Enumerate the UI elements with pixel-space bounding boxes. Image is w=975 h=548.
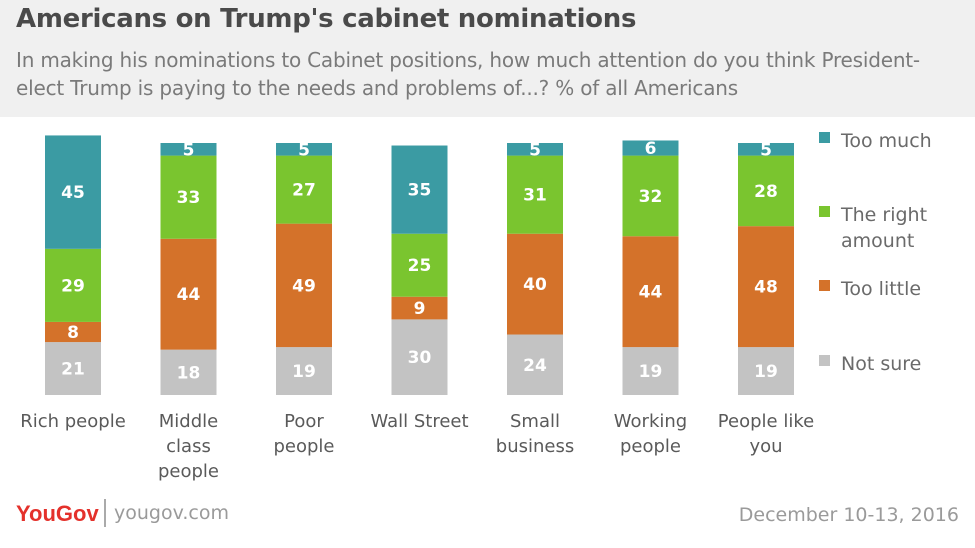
legend-label: Too little (840, 278, 921, 300)
bar-segment (160, 155, 217, 239)
bar-segment (45, 248, 101, 322)
data-label: 5 (529, 140, 541, 160)
category-label: Working (614, 411, 687, 432)
data-label: 8 (67, 323, 79, 343)
data-label: 44 (177, 285, 201, 305)
bar-segment (622, 347, 679, 395)
footer-site: yougov.com (114, 502, 229, 524)
data-label: 27 (292, 181, 316, 201)
category-label: business (496, 436, 574, 457)
legend-swatch (819, 206, 830, 217)
footer-date: December 10-13, 2016 (738, 504, 959, 526)
bar-segment (738, 155, 794, 227)
data-label: 18 (177, 363, 201, 383)
data-label: 35 (408, 181, 432, 201)
bar-segment (391, 233, 448, 297)
chart-title: Americans on Trump's cabinet nominations (16, 4, 637, 34)
data-label: 31 (523, 186, 547, 206)
category-label: Wall Street (370, 411, 468, 432)
data-label: 49 (292, 276, 316, 296)
bar-segment (45, 321, 101, 343)
category-label: you (749, 436, 782, 457)
data-label: 32 (639, 187, 663, 207)
data-label: 24 (523, 356, 547, 376)
data-label: 19 (754, 362, 778, 382)
bar-segment (276, 143, 332, 156)
category-label: Middle (159, 411, 218, 432)
category-label: Poor (284, 411, 324, 432)
bar-segment (391, 319, 448, 395)
legend-swatch (819, 355, 830, 366)
data-label: 5 (760, 140, 772, 160)
bar-segment (45, 342, 101, 395)
data-label: 6 (645, 139, 657, 159)
data-label: 5 (298, 140, 310, 160)
data-label: 45 (61, 183, 85, 203)
category-label: People like (718, 411, 814, 432)
chart-subtitle: In making his nominations to Cabinet pos… (16, 48, 920, 100)
category-label: people (273, 436, 334, 457)
data-label: 19 (639, 362, 663, 382)
header-band: Americans on Trump's cabinet nominations… (0, 0, 975, 117)
bar-segment (160, 238, 217, 350)
bar-segment (622, 155, 679, 237)
bar-segment (160, 143, 217, 156)
legend-swatch (819, 280, 830, 291)
bar-segment (276, 347, 332, 395)
bar-segment (391, 296, 448, 320)
data-label: 28 (754, 182, 778, 202)
bar-segment (738, 143, 794, 156)
bar-segment (507, 334, 563, 395)
bar-segment (45, 135, 101, 249)
data-label: 40 (523, 275, 547, 295)
legend-label: Not sure (841, 353, 921, 375)
data-label: 29 (61, 276, 85, 296)
data-label: 33 (177, 188, 201, 208)
legend-label: Too much (840, 130, 932, 152)
data-label: 44 (639, 283, 663, 303)
legend-label: The right (840, 204, 927, 226)
category-label: people (620, 436, 681, 457)
bar-segment (738, 347, 794, 395)
bar-segment (507, 233, 563, 335)
data-label: 25 (408, 256, 432, 276)
category-label: Rich people (20, 411, 126, 432)
bar-segment (738, 226, 794, 348)
bar-segment (391, 145, 448, 234)
bar-segment (622, 140, 679, 156)
category-label: people (158, 461, 219, 482)
bar-segment (622, 236, 679, 348)
bar-segment (507, 155, 563, 234)
legend-swatch (819, 132, 830, 143)
bar-segment (507, 143, 563, 156)
bar-segment (276, 223, 332, 348)
footer-divider (104, 499, 106, 527)
data-label: 21 (61, 360, 85, 380)
data-label: 19 (292, 362, 316, 382)
legend-label: amount (841, 230, 914, 252)
bar-segment (276, 155, 332, 224)
data-label: 5 (183, 140, 195, 160)
category-label: class (166, 436, 211, 457)
data-label: 48 (754, 278, 778, 298)
stacked-bar-chart: 21 8 29 45 Rich people 18 44 33 5 Middle class peop… (20, 130, 932, 482)
data-label: 9 (414, 299, 426, 319)
category-label: Small (510, 411, 560, 432)
bar-segment (160, 349, 217, 395)
yougov-logo: YouGov (16, 501, 99, 526)
data-label: 30 (408, 348, 432, 368)
